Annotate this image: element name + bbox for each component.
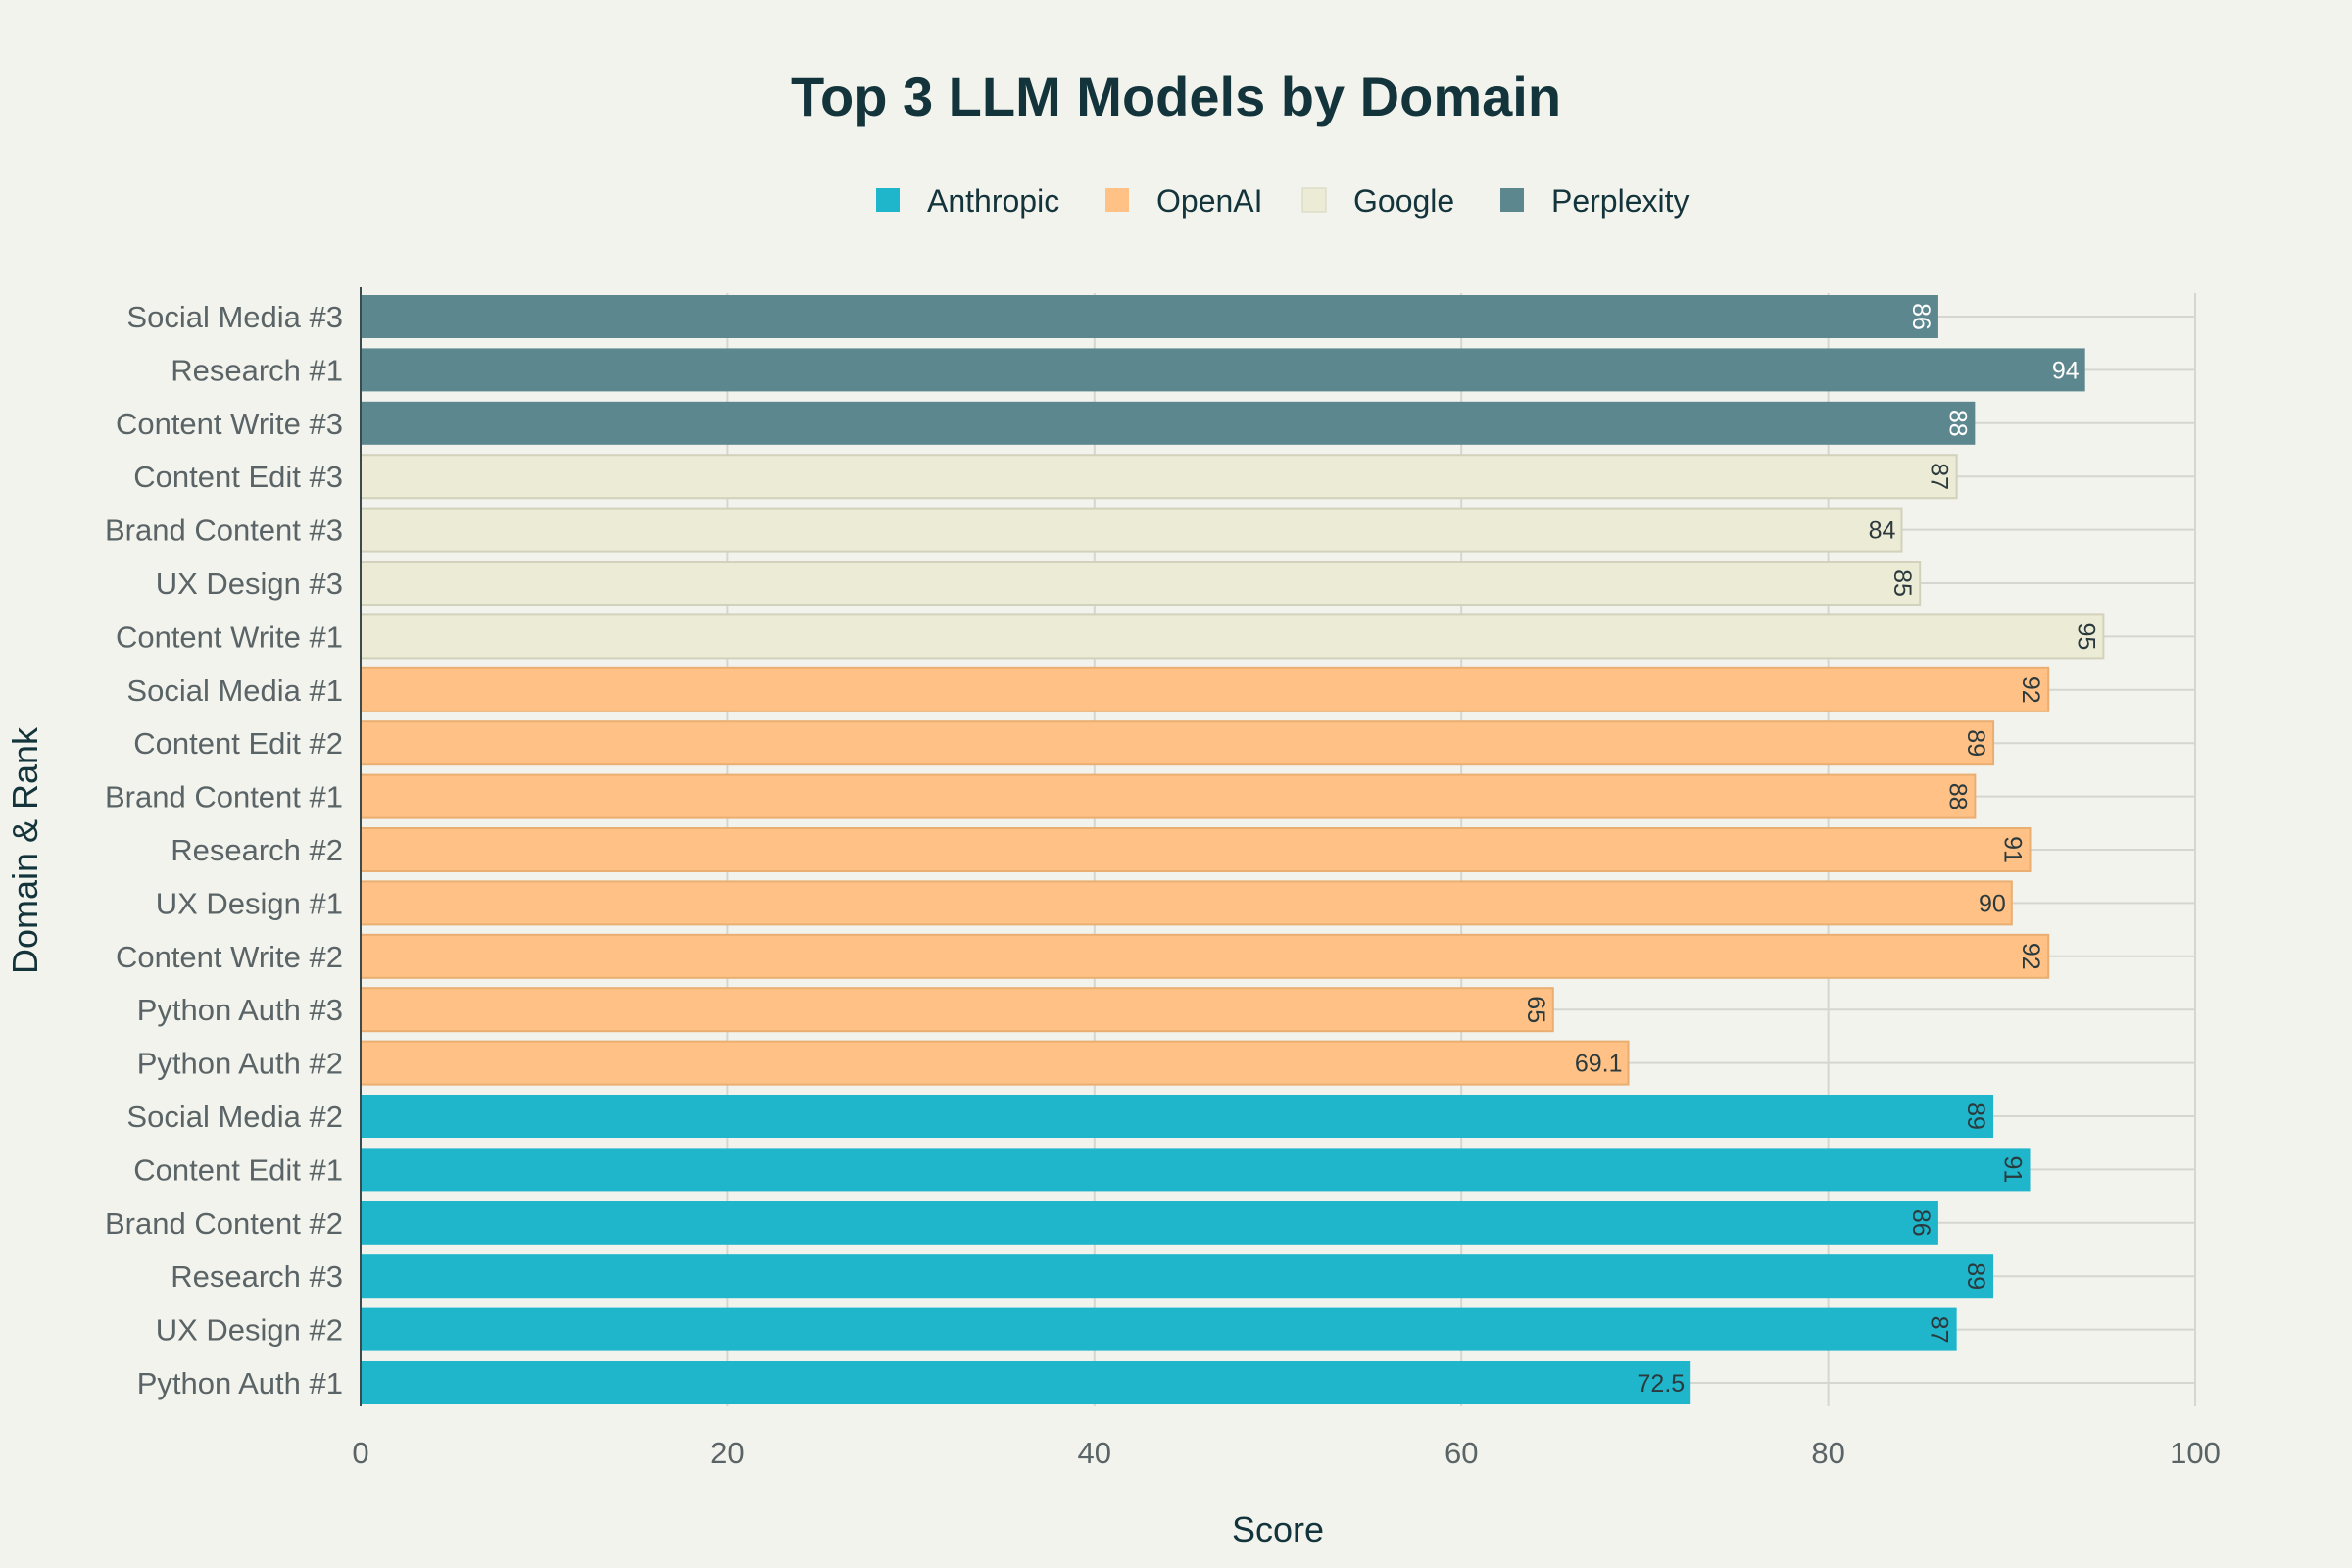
bar[interactable]	[361, 401, 1976, 445]
y-axis-title: Domain & Rank	[5, 726, 45, 974]
bar-value-label: 85	[1888, 569, 1916, 597]
legend-swatch-perplexity	[1500, 188, 1524, 212]
bar-value-label: 72.5	[1638, 1370, 1686, 1397]
legend-label-perplexity[interactable]: Perplexity	[1551, 183, 1690, 219]
y-tick-label: UX Design #3	[156, 566, 343, 601]
bar-value-label: 94	[2052, 357, 2080, 384]
bar[interactable]	[360, 507, 1903, 553]
bar-value-label: 89	[1962, 729, 1989, 757]
bar[interactable]	[360, 827, 2032, 872]
x-tick-label: 60	[1445, 1436, 1478, 1470]
legend-swatch-openai	[1105, 188, 1129, 212]
x-tick-label: 20	[710, 1436, 744, 1470]
y-tick-label: Content Edit #1	[133, 1152, 343, 1187]
bar-value-label: 87	[1926, 1316, 1953, 1344]
bar[interactable]	[360, 880, 2013, 926]
bar-value-label: 84	[1869, 517, 1896, 545]
bar[interactable]	[360, 933, 2050, 979]
bar[interactable]	[361, 1307, 1957, 1351]
y-tick-label: UX Design #2	[156, 1313, 343, 1348]
bar-value-label: 91	[1999, 1155, 2027, 1183]
y-tick-label: Content Write #1	[116, 619, 343, 654]
bar-value-label: 92	[2017, 676, 2044, 704]
legend-swatch-anthropic	[876, 188, 900, 212]
x-tick-label: 100	[2170, 1436, 2221, 1470]
bar[interactable]	[360, 987, 1554, 1033]
legend: Anthropic OpenAI Google Perplexity	[876, 183, 1690, 219]
bar[interactable]	[361, 1148, 2031, 1192]
y-tick-label: Social Media #2	[126, 1100, 343, 1134]
x-axis-title: Score	[1232, 1509, 1324, 1549]
bar-value-label: 90	[1979, 890, 2006, 917]
bar-value-label: 88	[1943, 783, 1971, 810]
legend-label-anthropic[interactable]: Anthropic	[927, 183, 1059, 219]
bar-value-label: 86	[1907, 1209, 1935, 1237]
legend-label-openai[interactable]: OpenAI	[1156, 183, 1263, 219]
bar[interactable]	[361, 1254, 1994, 1298]
y-tick-label: UX Design #1	[156, 886, 343, 920]
y-tick-label: Python Auth #2	[137, 1047, 343, 1081]
bar[interactable]	[361, 1095, 1994, 1138]
bar-value-label: 69.1	[1575, 1051, 1623, 1078]
y-tick-label: Social Media #1	[126, 673, 343, 708]
y-tick-label: Content Edit #3	[133, 460, 343, 494]
bar-value-label: 87	[1926, 463, 1953, 490]
bar-value-label: 86	[1907, 303, 1935, 330]
y-tick-label: Brand Content #3	[105, 514, 343, 548]
bar-value-label: 91	[1999, 836, 2027, 863]
y-tick-label: Brand Content #1	[105, 780, 343, 814]
bars: 86 94 88 87 84 85 95 92 89 88 91 90 92 65 69.1 89 91 86 89…	[360, 295, 2105, 1404]
y-tick-label: Brand Content #2	[105, 1206, 343, 1241]
bar[interactable]	[361, 348, 2085, 392]
y-tick-label: Content Edit #2	[133, 726, 343, 760]
y-tick-label: Research #3	[171, 1259, 343, 1294]
axes: 0 20 40 60 80 100 Social Media #3 Research #1 Co…	[105, 287, 2221, 1470]
bar[interactable]	[361, 1200, 1938, 1245]
bar[interactable]	[360, 613, 2105, 660]
chart-title: Top 3 LLM Models by Domain	[791, 66, 1561, 127]
y-tick-label: Content Write #2	[116, 940, 343, 974]
bar[interactable]	[360, 454, 1958, 500]
bar[interactable]	[360, 561, 1922, 606]
bar[interactable]	[361, 295, 1938, 338]
legend-swatch-google	[1301, 187, 1327, 213]
bar-value-label: 95	[2072, 622, 2099, 650]
bar[interactable]	[360, 720, 1995, 766]
x-tick-label: 40	[1078, 1436, 1111, 1470]
y-tick-label: Python Auth #1	[137, 1366, 343, 1400]
bar[interactable]	[360, 666, 2050, 712]
bar-value-label: 89	[1962, 1102, 1989, 1130]
x-tick-label: 0	[352, 1436, 368, 1470]
y-tick-label: Social Media #3	[126, 300, 343, 334]
y-tick-label: Content Write #3	[116, 407, 343, 441]
legend-label-google[interactable]: Google	[1353, 183, 1454, 219]
y-tick-label: Python Auth #3	[137, 993, 343, 1027]
x-tick-label: 80	[1811, 1436, 1844, 1470]
bar-value-label: 92	[2017, 943, 2044, 970]
bar[interactable]	[360, 1040, 1630, 1086]
bar-value-label: 65	[1522, 996, 1549, 1023]
bar[interactable]	[360, 773, 1977, 819]
bar[interactable]	[361, 1361, 1691, 1404]
bar-value-label: 88	[1943, 410, 1971, 437]
bar-value-label: 89	[1962, 1262, 1989, 1290]
y-tick-label: Research #2	[171, 833, 343, 867]
y-tick-label: Research #1	[171, 353, 343, 387]
